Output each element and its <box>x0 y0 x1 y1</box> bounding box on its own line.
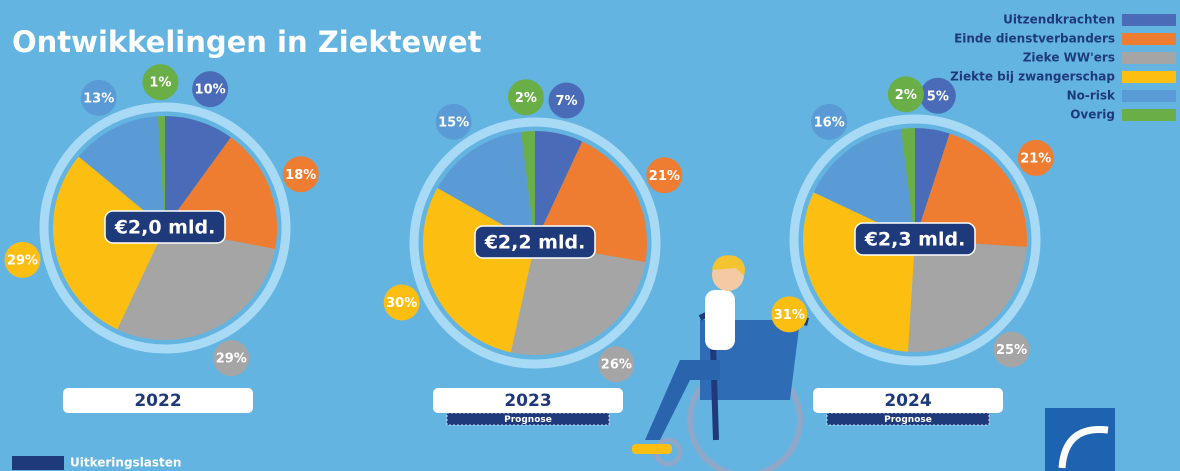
value-bubble <box>435 103 472 140</box>
value-bubble <box>993 331 1030 368</box>
value-bubble <box>811 103 848 140</box>
pie-slice <box>437 131 535 243</box>
pie-ring <box>409 117 661 369</box>
pie-slice <box>157 116 165 228</box>
value-label: 30% <box>386 296 417 311</box>
legend-label: Ziekte bij zwangerschap <box>950 70 1115 84</box>
pie-slice <box>813 128 915 240</box>
value-label: 7% <box>555 94 577 109</box>
value-label: 13% <box>83 91 114 106</box>
value-bubble <box>282 156 319 193</box>
pie-slice <box>907 240 1027 352</box>
legend-swatch <box>1122 33 1176 45</box>
legend-label: Einde dienstverbanders <box>954 32 1115 46</box>
legend-swatch <box>1122 14 1176 26</box>
year-box <box>63 388 253 413</box>
note-label: Prognose <box>504 415 552 425</box>
pie-slice <box>510 243 646 356</box>
note-label: Prognose <box>884 415 932 425</box>
center-label-box <box>104 210 226 244</box>
value-bubble <box>548 82 585 119</box>
legend-label: Overig <box>1070 108 1115 122</box>
pie-slice <box>535 131 583 243</box>
value-label: 25% <box>996 343 1027 358</box>
value-label: 29% <box>7 253 38 268</box>
center-label-box <box>854 222 976 256</box>
center-label: €2,2 mld. <box>484 232 586 254</box>
note-box <box>446 412 610 426</box>
year-box <box>433 388 623 413</box>
value-label: 1% <box>149 76 171 91</box>
year-label: 2024 <box>884 391 931 411</box>
value-label: 15% <box>438 115 469 130</box>
value-bubble <box>4 241 41 278</box>
value-bubble <box>192 71 229 108</box>
value-label: 10% <box>195 83 226 98</box>
value-label: 2% <box>515 91 537 106</box>
value-bubble <box>383 284 420 321</box>
value-label: 21% <box>649 169 680 184</box>
value-label: 31% <box>774 308 805 323</box>
pie-ring <box>39 102 291 354</box>
pie-slice <box>52 156 165 330</box>
value-bubble <box>919 77 956 114</box>
pie-slice <box>915 133 1028 248</box>
wheelchair-figure <box>632 255 809 471</box>
year-box <box>813 388 1003 413</box>
legend-label: No-risk <box>1067 89 1116 103</box>
center-label: €2,3 mld. <box>864 229 966 251</box>
legend-swatch <box>1122 109 1176 121</box>
note-box <box>826 412 990 426</box>
legend-swatch <box>1122 71 1176 83</box>
value-label: 26% <box>601 358 632 373</box>
center-label: €2,0 mld. <box>114 217 216 239</box>
footer-swatch <box>12 456 64 470</box>
value-bubble <box>598 346 635 383</box>
value-bubble <box>507 79 544 116</box>
value-label: 2% <box>895 88 917 103</box>
pie-slice <box>900 128 915 240</box>
value-bubble <box>646 157 683 194</box>
pie-ring <box>789 114 1041 366</box>
value-label: 18% <box>285 168 316 183</box>
footer-label: Uitkeringslasten <box>70 456 181 470</box>
legend-label: Uitzendkrachten <box>1003 13 1115 27</box>
value-label: 21% <box>1020 151 1051 166</box>
year-label: 2023 <box>504 391 551 411</box>
value-bubble <box>887 76 924 113</box>
value-bubble <box>1017 139 1054 176</box>
value-bubble <box>80 79 117 116</box>
value-bubble <box>771 296 808 333</box>
value-label: 16% <box>814 115 845 130</box>
legend-label: Zieke WW'ers <box>1023 51 1115 65</box>
year-label: 2022 <box>134 391 181 411</box>
title: Ontwikkelingen in Ziektewet <box>12 25 482 59</box>
legend-swatch <box>1122 90 1176 102</box>
pie-slice <box>78 116 165 228</box>
pie-slice <box>521 131 535 243</box>
center-label-box <box>474 225 596 259</box>
pie-slice <box>915 128 950 240</box>
pie-slice <box>165 116 231 228</box>
legend-swatch <box>1122 52 1176 64</box>
value-label: 29% <box>216 352 247 367</box>
uwv-logo <box>1045 408 1115 471</box>
value-bubble <box>213 340 250 377</box>
pie-slice <box>117 228 276 340</box>
value-bubble <box>142 64 179 101</box>
value-label: 5% <box>927 89 949 104</box>
